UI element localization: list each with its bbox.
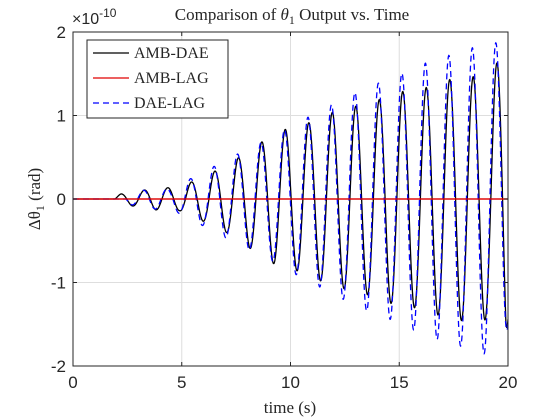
y-tick-label: -2 <box>51 357 66 376</box>
title-suffix: Output vs. Time <box>295 5 409 24</box>
x-tick-label: 10 <box>281 373 300 392</box>
x-tick-label: 20 <box>499 373 518 392</box>
title-prefix: Comparison of <box>175 5 281 24</box>
y-tick-label: -1 <box>51 274 66 293</box>
chart-title: Comparison of θ1 Output vs. Time <box>175 5 409 27</box>
y-axis-label: Δθ1 (rad) <box>25 168 47 230</box>
x-tick-label: 0 <box>68 373 77 392</box>
series-group <box>73 41 508 355</box>
x-axis-label: time (s) <box>264 398 316 417</box>
legend: AMB-DAE AMB-LAG DAE-LAG <box>86 39 229 119</box>
y-tick-label: 1 <box>57 107 66 126</box>
x-tick-label: 5 <box>177 373 186 392</box>
y-tick-label: 2 <box>57 23 66 42</box>
title-symbol: θ <box>281 5 289 24</box>
legend-label: AMB-DAE <box>134 45 209 62</box>
series-line-dae-lag <box>73 41 508 355</box>
title-subscript: 1 <box>289 13 295 27</box>
legend-label: DAE-LAG <box>134 95 206 112</box>
y-label-subscript: 1 <box>33 205 47 211</box>
ticks: 0 5 10 15 20 -2 -1 0 1 2 <box>51 23 518 392</box>
y-multiplier: ×10-10 <box>72 6 117 28</box>
y-label-suffix: (rad) <box>25 168 44 205</box>
legend-label: AMB-LAG <box>134 70 209 87</box>
y-label-prefix: Δθ <box>25 211 44 230</box>
y-multiplier-exponent: -10 <box>99 6 117 20</box>
y-tick-label: 0 <box>57 190 66 209</box>
x-tick-label: 15 <box>390 373 409 392</box>
